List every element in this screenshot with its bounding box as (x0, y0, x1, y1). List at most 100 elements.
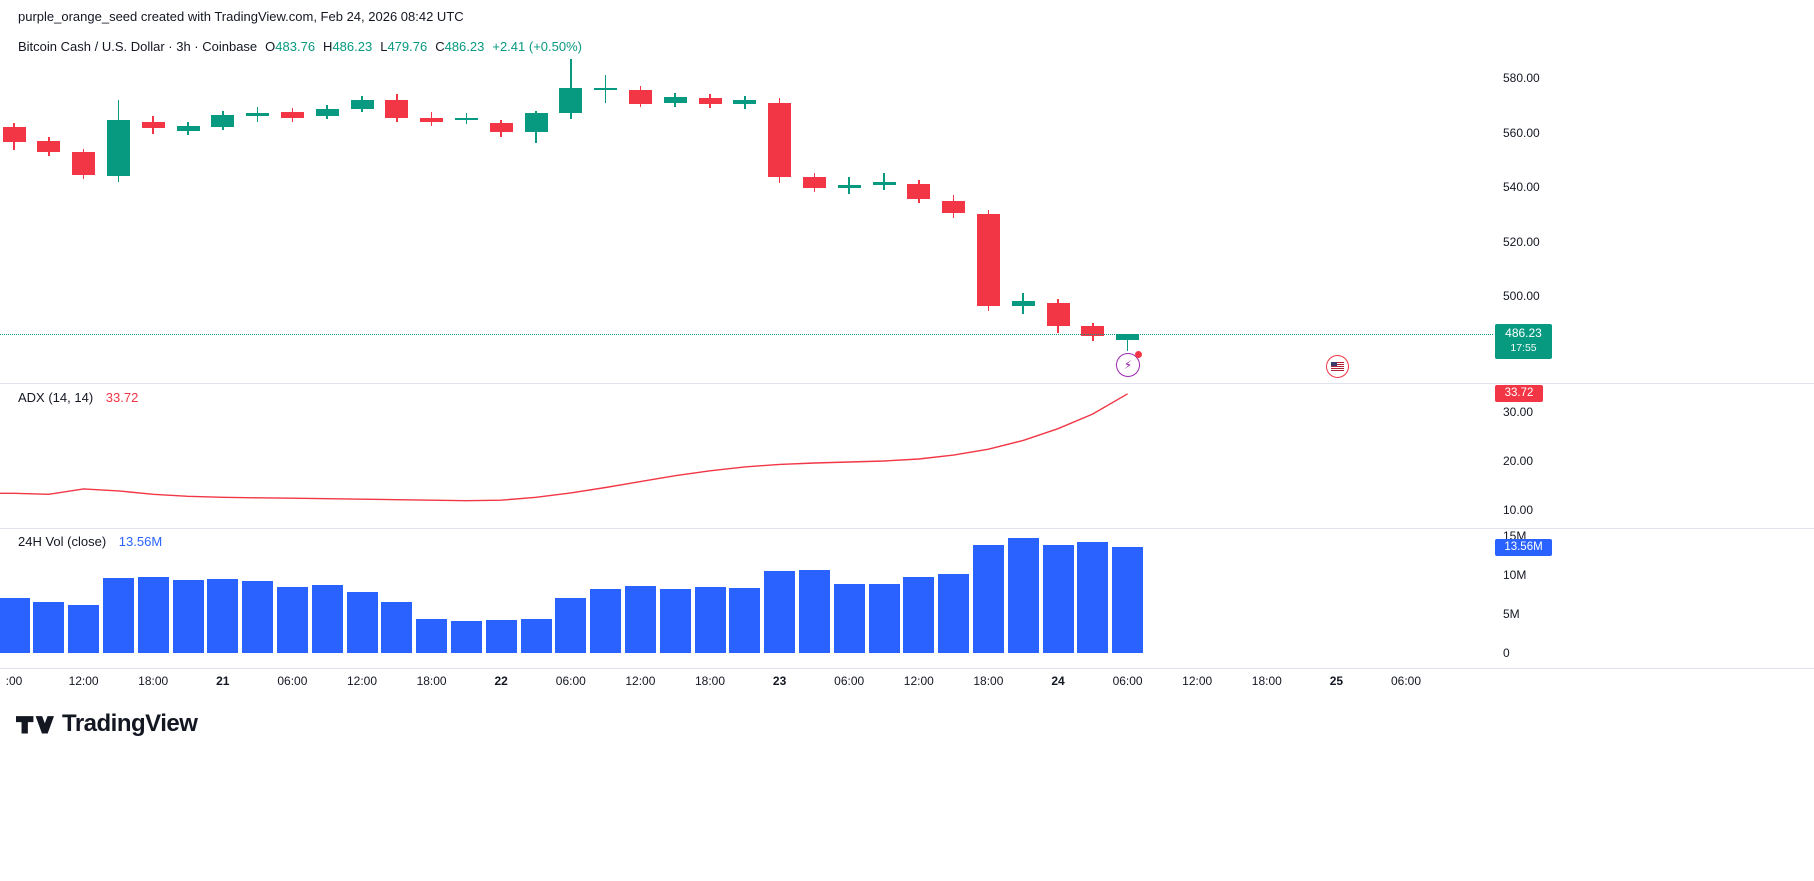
candle-body[interactable] (942, 200, 966, 213)
volume-bar[interactable] (659, 589, 691, 653)
volume-bar[interactable] (485, 620, 517, 653)
volume-bar[interactable] (311, 585, 343, 653)
candle-body[interactable] (141, 121, 165, 129)
volume-bar[interactable] (868, 583, 900, 653)
price-axis-label[interactable]: 500.00 (1503, 289, 1540, 303)
time-axis-label[interactable]: 24 (1051, 674, 1065, 688)
time-axis-label[interactable]: 06:00 (277, 674, 308, 688)
time-axis-label[interactable]: 12:00 (1182, 674, 1213, 688)
volume-bar[interactable] (137, 577, 169, 653)
candle-body[interactable] (72, 151, 96, 175)
time-axis-label[interactable]: 22 (494, 674, 508, 688)
volume-bar[interactable] (276, 587, 308, 653)
volume-bar[interactable] (172, 580, 204, 653)
panel-separator-main-adx[interactable] (0, 383, 1814, 384)
volume-bar[interactable] (1077, 542, 1109, 653)
time-axis-label[interactable]: 25 (1329, 674, 1344, 688)
volume-bar[interactable] (416, 618, 448, 653)
candle-body[interactable] (385, 99, 409, 118)
time-axis-label[interactable]: 12:00 (625, 674, 656, 688)
volume-bar[interactable] (694, 586, 726, 653)
candle-wick[interactable] (883, 173, 885, 190)
time-axis-label[interactable]: 06:00 (1390, 674, 1422, 688)
price-axis-label[interactable]: 520.00 (1503, 234, 1540, 249)
volume-axis-label[interactable]: 0 (1503, 646, 1510, 660)
volume-bar[interactable] (33, 601, 65, 653)
volume-bar[interactable] (381, 601, 413, 653)
volume-bar[interactable] (68, 605, 100, 653)
volume-bar[interactable] (555, 597, 587, 653)
adx-indicator-legend[interactable]: ADX (14, 14) 33.72 (18, 390, 138, 405)
time-axis-label[interactable]: 12:00 (68, 674, 99, 688)
volume-bar[interactable] (1042, 544, 1074, 653)
price-axis-label[interactable]: 580.00 (1503, 71, 1540, 85)
candle-body[interactable] (2, 127, 26, 143)
volume-bar[interactable] (450, 621, 482, 653)
candle-body[interactable] (837, 184, 861, 188)
time-axis-label[interactable]: 06:00 (555, 674, 586, 688)
volume-bar[interactable] (346, 592, 378, 653)
volume-bar[interactable] (207, 578, 239, 653)
candle-body[interactable] (1081, 325, 1105, 337)
volume-bar[interactable] (242, 581, 274, 653)
candle-body[interactable] (663, 97, 687, 104)
symbol-legend[interactable]: Bitcoin Cash / U.S. Dollar · 3h · Coinba… (18, 39, 582, 54)
volume-bar[interactable] (903, 577, 935, 653)
time-axis-label[interactable]: 06:00 (834, 674, 865, 688)
price-axis-label[interactable]: 540.00 (1503, 180, 1540, 194)
time-axis-label[interactable]: 18:00 (138, 674, 169, 688)
candle-wick[interactable] (1126, 333, 1129, 352)
volume-indicator-legend[interactable]: 24H Vol (close) 13.56M (18, 534, 162, 549)
volume-bar[interactable] (729, 588, 761, 653)
candle-body[interactable] (802, 177, 826, 188)
time-axis-label[interactable]: 12:00 (346, 674, 378, 688)
adx-axis-label[interactable]: 30.00 (1503, 405, 1534, 419)
panel-separator-adx-volume[interactable] (0, 528, 1814, 529)
time-axis-label[interactable]: 06:00 (1112, 674, 1143, 688)
candle-body[interactable] (628, 90, 652, 104)
candle-body[interactable] (176, 125, 200, 132)
candle-body[interactable] (768, 102, 792, 178)
time-axis-label[interactable]: 18:00 (694, 674, 726, 688)
volume-bar[interactable] (938, 574, 970, 653)
adx-axis-label[interactable]: 10.00 (1503, 503, 1534, 517)
candle-body[interactable] (246, 112, 270, 117)
volume-bar[interactable] (520, 619, 552, 653)
volume-axis-label[interactable]: 10M (1503, 568, 1527, 582)
time-axis-label[interactable]: 18:00 (416, 674, 447, 688)
candle-body[interactable] (489, 122, 513, 133)
adx-axis-label[interactable]: 20.00 (1503, 454, 1534, 468)
time-axis-label[interactable]: :00 (5, 674, 23, 688)
price-axis-label[interactable]: 560.00 (1503, 125, 1540, 140)
candle-body[interactable] (698, 98, 722, 105)
volume-bar[interactable] (102, 578, 134, 653)
time-axis-label[interactable]: 12:00 (903, 674, 934, 688)
candle-body[interactable] (280, 112, 304, 118)
candle-body[interactable] (907, 184, 931, 200)
volume-bar[interactable] (624, 585, 656, 653)
candle-body[interactable] (211, 114, 235, 128)
candle-body[interactable] (976, 214, 1000, 306)
candle-body[interactable] (37, 140, 61, 152)
candle-body[interactable] (594, 87, 618, 90)
volume-bar[interactable] (1112, 547, 1144, 653)
candle-body[interactable] (559, 87, 583, 114)
volume-bar[interactable] (0, 598, 30, 653)
candle-body[interactable] (420, 117, 444, 122)
candle-body[interactable] (106, 120, 130, 177)
volume-bar[interactable] (590, 589, 622, 653)
candle-body[interactable] (315, 109, 339, 117)
candle-body[interactable] (350, 99, 374, 110)
volume-bar[interactable] (764, 571, 796, 653)
time-axis-label[interactable]: 21 (216, 674, 230, 688)
time-axis-label[interactable]: 23 (772, 674, 787, 688)
volume-bar[interactable] (1007, 538, 1039, 653)
volume-bar[interactable] (798, 570, 830, 653)
volume-bar[interactable] (833, 583, 865, 653)
candle-body[interactable] (1011, 301, 1035, 306)
time-axis-label[interactable]: 18:00 (973, 674, 1004, 688)
time-axis-label[interactable]: 18:00 (1251, 674, 1282, 688)
candle-body[interactable] (733, 100, 757, 105)
tradingview-logo[interactable]: TradingView (16, 710, 198, 738)
us-flag-event-icon[interactable] (1326, 355, 1349, 378)
